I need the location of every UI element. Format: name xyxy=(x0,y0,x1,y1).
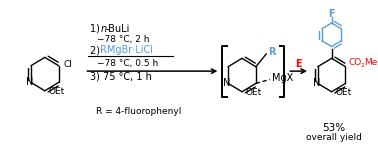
Text: OEt: OEt xyxy=(246,88,262,97)
Text: E: E xyxy=(295,59,302,69)
Text: 1): 1) xyxy=(90,24,103,34)
Text: OEt: OEt xyxy=(335,88,352,97)
Text: CO: CO xyxy=(349,58,362,67)
Text: −78 °C, 2 h: −78 °C, 2 h xyxy=(97,35,149,44)
Text: R = 4-fluorophenyl: R = 4-fluorophenyl xyxy=(96,107,181,116)
Text: 53%: 53% xyxy=(322,123,345,133)
Text: -BuLi: -BuLi xyxy=(105,24,130,34)
Text: F: F xyxy=(328,9,335,19)
Text: n: n xyxy=(101,24,107,34)
Text: 2): 2) xyxy=(90,46,103,56)
Text: MgX: MgX xyxy=(272,73,293,83)
Text: N: N xyxy=(223,78,231,88)
Text: N: N xyxy=(26,77,34,87)
Text: Cl: Cl xyxy=(64,60,72,69)
Text: 3) 75 °C, 1 h: 3) 75 °C, 1 h xyxy=(90,71,152,81)
Text: overall yield: overall yield xyxy=(305,133,361,142)
Text: RMgBr·LiCl: RMgBr·LiCl xyxy=(101,46,153,56)
Text: 2: 2 xyxy=(361,63,365,68)
Text: R: R xyxy=(268,47,276,57)
Text: −78 °C, 0.5 h: −78 °C, 0.5 h xyxy=(97,59,158,68)
Text: N: N xyxy=(313,78,321,88)
Text: OEt: OEt xyxy=(48,87,65,96)
Text: Me: Me xyxy=(364,58,378,67)
